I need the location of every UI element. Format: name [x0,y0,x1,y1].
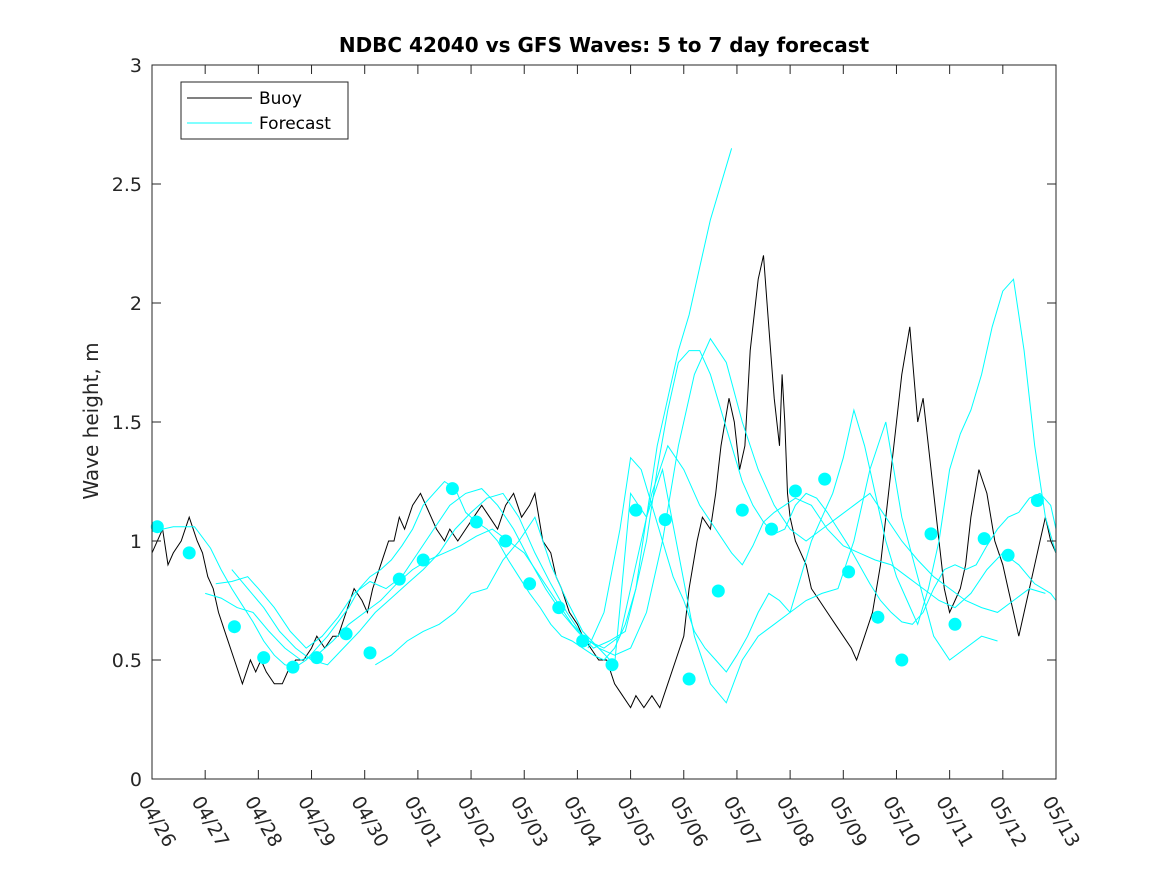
y-tick-label: 0.5 [112,650,142,672]
forecast-line-6 [587,278,1057,673]
legend: Buoy Forecast [180,81,349,140]
forecast-point [711,584,725,598]
forecast-point [523,577,537,591]
y-tick-label: 3 [130,55,142,77]
legend-label-forecast: Forecast [259,114,331,134]
y-axis-label: Wave height, m [79,342,103,499]
forecast-line-5 [375,421,998,704]
forecast-point [682,672,696,686]
forecast-point [871,610,885,624]
forecast-line-4 [231,337,1046,666]
forecast-point [392,572,406,586]
forecast-point [765,522,778,536]
forecast-point [895,653,909,667]
forecast-point [552,601,566,615]
forecast-point [286,660,300,674]
forecast-point [257,651,271,665]
forecast-point [499,534,513,548]
forecast-point [445,482,459,496]
forecast-point [469,515,483,529]
forecast-point [977,532,991,546]
y-tick-label: 1.5 [112,412,142,434]
series-layer [151,148,1057,709]
forecast-point [227,620,241,634]
forecast-point [1030,494,1044,507]
forecast-point [339,627,353,641]
forecast-point [1001,548,1015,562]
forecast-point [788,484,802,498]
chart-title: NDBC 42040 vs GFS Waves: 5 to 7 day fore… [339,33,870,57]
forecast-point [948,617,962,631]
forecast-line-3 [215,148,733,649]
y-tick-label: 0 [130,769,142,791]
marker-layer [150,472,1044,686]
y-tick-label: 2.5 [112,174,142,196]
forecast-point [629,503,643,517]
forecast-point [182,546,196,560]
forecast-point [605,658,619,672]
forecast-line-2 [205,444,1057,661]
forecast-point [842,565,856,579]
forecast-point [363,646,377,660]
forecast-point [735,503,749,517]
forecast-point [658,513,672,527]
forecast-point [150,520,164,534]
forecast-point [818,472,832,486]
buoy-line [151,255,1057,709]
legend-box [180,81,349,140]
forecast-point [924,527,938,541]
forecast-point [310,651,324,665]
forecast-point [576,634,590,648]
legend-label-buoy: Buoy [259,89,302,109]
forecast-point [416,553,430,567]
y-tick-label: 1 [130,531,142,553]
y-tick-label: 2 [130,293,142,315]
